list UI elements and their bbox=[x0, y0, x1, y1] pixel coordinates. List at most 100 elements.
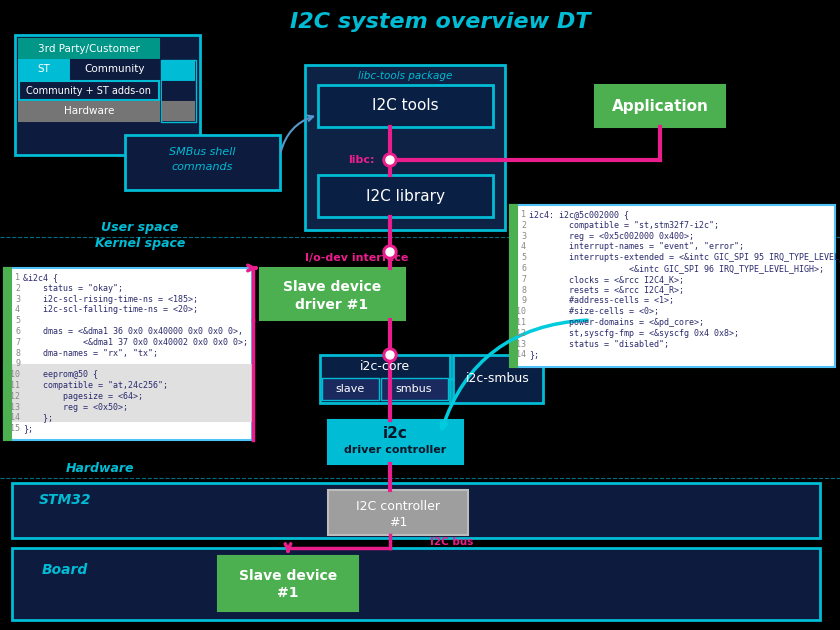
Text: compatible = "at,24c256";: compatible = "at,24c256"; bbox=[23, 381, 168, 390]
Text: User space: User space bbox=[102, 222, 179, 234]
Text: reg = <0x50>;: reg = <0x50>; bbox=[23, 403, 128, 411]
Circle shape bbox=[386, 248, 394, 256]
FancyBboxPatch shape bbox=[510, 205, 835, 367]
Text: slave: slave bbox=[335, 384, 365, 394]
Text: 6: 6 bbox=[15, 327, 20, 336]
Text: dma-names = "rx", "tx";: dma-names = "rx", "tx"; bbox=[23, 348, 158, 358]
Text: I/o-dev interface: I/o-dev interface bbox=[305, 253, 408, 263]
Text: I2C library: I2C library bbox=[365, 188, 444, 203]
Text: reg = <0x5c002000 0x400>;: reg = <0x5c002000 0x400>; bbox=[529, 232, 694, 241]
Text: 9: 9 bbox=[521, 296, 526, 306]
FancyBboxPatch shape bbox=[125, 135, 280, 190]
Text: status = "okay";: status = "okay"; bbox=[23, 284, 123, 293]
FancyBboxPatch shape bbox=[595, 85, 725, 127]
FancyBboxPatch shape bbox=[328, 490, 468, 535]
FancyBboxPatch shape bbox=[163, 102, 194, 120]
Text: i2c-smbus: i2c-smbus bbox=[466, 372, 530, 386]
Circle shape bbox=[383, 348, 397, 362]
Text: 10: 10 bbox=[10, 370, 20, 379]
Text: i2c4: i2c@5c002000 {: i2c4: i2c@5c002000 { bbox=[529, 210, 629, 219]
FancyBboxPatch shape bbox=[15, 35, 200, 155]
FancyBboxPatch shape bbox=[12, 548, 820, 620]
Text: i2c-core: i2c-core bbox=[360, 360, 410, 374]
Text: I2C bus: I2C bus bbox=[430, 537, 474, 547]
Text: I2C controller: I2C controller bbox=[356, 500, 440, 512]
Text: ST: ST bbox=[38, 64, 50, 74]
Text: Kernel space: Kernel space bbox=[95, 238, 185, 251]
Text: 12: 12 bbox=[10, 392, 20, 401]
FancyBboxPatch shape bbox=[381, 378, 448, 400]
Text: <&intc GIC_SPI 96 IRQ_TYPE_LEVEL_HIGH>;: <&intc GIC_SPI 96 IRQ_TYPE_LEVEL_HIGH>; bbox=[529, 264, 824, 273]
Text: };: }; bbox=[23, 413, 53, 422]
Text: 3rd Party/Customer: 3rd Party/Customer bbox=[38, 43, 140, 54]
Text: Slave device: Slave device bbox=[239, 569, 337, 583]
Text: Hardware: Hardware bbox=[66, 462, 134, 476]
Text: st,syscfg-fmp = <&syscfg 0x4 0x8>;: st,syscfg-fmp = <&syscfg 0x4 0x8>; bbox=[529, 329, 739, 338]
Circle shape bbox=[386, 156, 394, 164]
Text: STM32: STM32 bbox=[39, 493, 92, 507]
Text: 5: 5 bbox=[521, 253, 526, 262]
Text: SMBus shell: SMBus shell bbox=[169, 147, 235, 157]
FancyBboxPatch shape bbox=[453, 355, 543, 403]
FancyBboxPatch shape bbox=[11, 365, 252, 421]
Circle shape bbox=[383, 153, 397, 167]
FancyBboxPatch shape bbox=[318, 85, 493, 127]
FancyBboxPatch shape bbox=[19, 81, 159, 100]
Text: 1: 1 bbox=[15, 273, 20, 282]
Text: 4: 4 bbox=[521, 243, 526, 251]
FancyBboxPatch shape bbox=[19, 60, 69, 79]
FancyBboxPatch shape bbox=[318, 175, 493, 217]
Text: #1: #1 bbox=[277, 586, 299, 600]
FancyBboxPatch shape bbox=[4, 268, 252, 440]
FancyBboxPatch shape bbox=[163, 82, 194, 100]
Text: 14: 14 bbox=[516, 350, 526, 359]
FancyBboxPatch shape bbox=[328, 420, 463, 464]
Text: 8: 8 bbox=[15, 348, 20, 358]
FancyBboxPatch shape bbox=[161, 60, 196, 122]
Text: 13: 13 bbox=[10, 403, 20, 411]
Text: Community + ST adds-on: Community + ST adds-on bbox=[27, 86, 151, 96]
Text: I2C system overview DT: I2C system overview DT bbox=[290, 12, 591, 32]
FancyBboxPatch shape bbox=[305, 65, 505, 230]
FancyBboxPatch shape bbox=[4, 268, 11, 440]
Text: power-domains = <&pd_core>;: power-domains = <&pd_core>; bbox=[529, 318, 704, 327]
Text: };: }; bbox=[529, 350, 539, 359]
Text: clocks = <&rcc I2C4_K>;: clocks = <&rcc I2C4_K>; bbox=[529, 275, 684, 284]
Text: dmas = <&dma1 36 0x0 0x40000 0x0 0x0 0>,: dmas = <&dma1 36 0x0 0x40000 0x0 0x0 0>, bbox=[23, 327, 243, 336]
Text: commands: commands bbox=[171, 162, 233, 172]
FancyBboxPatch shape bbox=[71, 60, 159, 79]
Text: 2: 2 bbox=[15, 284, 20, 293]
FancyBboxPatch shape bbox=[19, 39, 159, 58]
Text: 2: 2 bbox=[521, 220, 526, 230]
FancyBboxPatch shape bbox=[260, 268, 405, 320]
Text: Hardware: Hardware bbox=[64, 106, 114, 117]
Text: Application: Application bbox=[612, 98, 708, 113]
Text: Slave device: Slave device bbox=[283, 280, 381, 294]
FancyBboxPatch shape bbox=[12, 483, 820, 538]
Text: smbus: smbus bbox=[396, 384, 433, 394]
Text: i2c: i2c bbox=[382, 427, 407, 442]
Text: &i2c4 {: &i2c4 { bbox=[23, 273, 58, 282]
Text: Community: Community bbox=[85, 64, 145, 74]
Text: libc-tools package: libc-tools package bbox=[358, 71, 452, 81]
Text: 3: 3 bbox=[15, 295, 20, 304]
FancyBboxPatch shape bbox=[4, 365, 11, 421]
Text: driver #1: driver #1 bbox=[296, 298, 369, 312]
Text: status = "disabled";: status = "disabled"; bbox=[529, 340, 669, 348]
Text: 15: 15 bbox=[10, 424, 20, 433]
Text: 9: 9 bbox=[15, 359, 20, 369]
Text: 12: 12 bbox=[516, 329, 526, 338]
Text: 8: 8 bbox=[521, 285, 526, 295]
Text: 6: 6 bbox=[521, 264, 526, 273]
Circle shape bbox=[386, 351, 394, 359]
Text: #size-cells = <0>;: #size-cells = <0>; bbox=[529, 307, 659, 316]
Text: interrupt-names = "event", "error";: interrupt-names = "event", "error"; bbox=[529, 243, 744, 251]
FancyBboxPatch shape bbox=[320, 355, 450, 403]
Text: 13: 13 bbox=[516, 340, 526, 348]
Text: i2c-scl-rising-time-ns = <185>;: i2c-scl-rising-time-ns = <185>; bbox=[23, 295, 198, 304]
Text: 7: 7 bbox=[521, 275, 526, 284]
Text: 10: 10 bbox=[516, 307, 526, 316]
Text: I2C tools: I2C tools bbox=[371, 98, 438, 113]
Text: pagesize = <64>;: pagesize = <64>; bbox=[23, 392, 143, 401]
Text: };: }; bbox=[23, 424, 33, 433]
